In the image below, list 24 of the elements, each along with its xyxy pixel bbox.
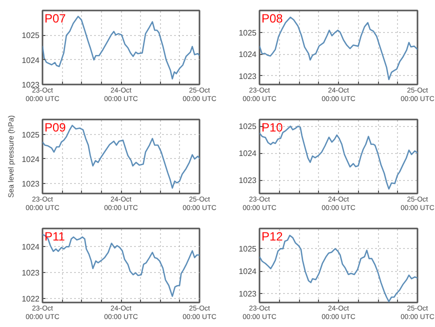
y-tick-label: 1023	[238, 72, 258, 81]
chart-title: P12	[262, 230, 284, 244]
y-tick-label: 1023	[22, 268, 40, 278]
chart-title: P11	[44, 230, 66, 244]
y-tick-label: 1023	[22, 80, 40, 90]
y-tick-label: 1025	[22, 31, 40, 40]
y-tick-label: 1024	[22, 56, 40, 65]
y-tick-label: 1025	[238, 28, 258, 38]
chart-title: P07	[44, 12, 66, 26]
chart-title: P08	[262, 12, 284, 26]
y-tick-label: 1024	[22, 242, 40, 252]
y-tick-label: 1023	[238, 290, 258, 299]
y-tick-label: 1025	[238, 122, 258, 132]
y-tick-label: 1025	[22, 130, 40, 140]
y-tick-label: 1023	[238, 176, 258, 186]
y-tick-label: 1024	[22, 154, 40, 164]
chart-title: P09	[44, 120, 66, 134]
chart-title: P10	[262, 120, 284, 134]
y-tick-label: 1024	[238, 149, 258, 158]
y-tick-label: 1022	[22, 294, 40, 304]
y-tick-label: 1024	[238, 267, 258, 276]
y-tick-label: 1025	[238, 244, 258, 254]
y-tick-label: 1024	[238, 50, 258, 60]
y-tick-label: 1023	[22, 180, 40, 189]
